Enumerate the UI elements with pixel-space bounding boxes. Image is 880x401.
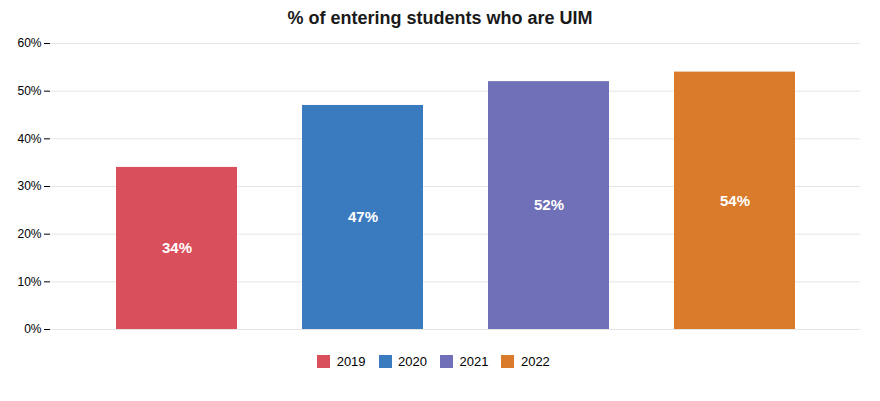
svg-text:10%: 10% <box>17 275 41 289</box>
svg-text:20%: 20% <box>17 227 41 241</box>
html-text:2020: 2020 <box>398 354 427 369</box>
svg-text:0%: 0% <box>24 322 42 336</box>
svg-text:50%: 50% <box>17 84 41 98</box>
svg-text:40%: 40% <box>17 132 41 146</box>
html-text:% of entering students who are: % of entering students who are UIM <box>287 8 593 28</box>
html-text:2019: 2019 <box>336 354 366 369</box>
svg-text:34%: 34% <box>162 239 192 256</box>
svg-text:47%: 47% <box>348 208 378 225</box>
html-text:2021: 2021 <box>459 354 489 369</box>
svg-text:52%: 52% <box>534 196 564 213</box>
svg-text:54%: 54% <box>720 192 750 209</box>
svg-text:30%: 30% <box>17 179 41 193</box>
svg-text:60%: 60% <box>17 36 41 50</box>
html-text:2022: 2022 <box>520 354 550 369</box>
